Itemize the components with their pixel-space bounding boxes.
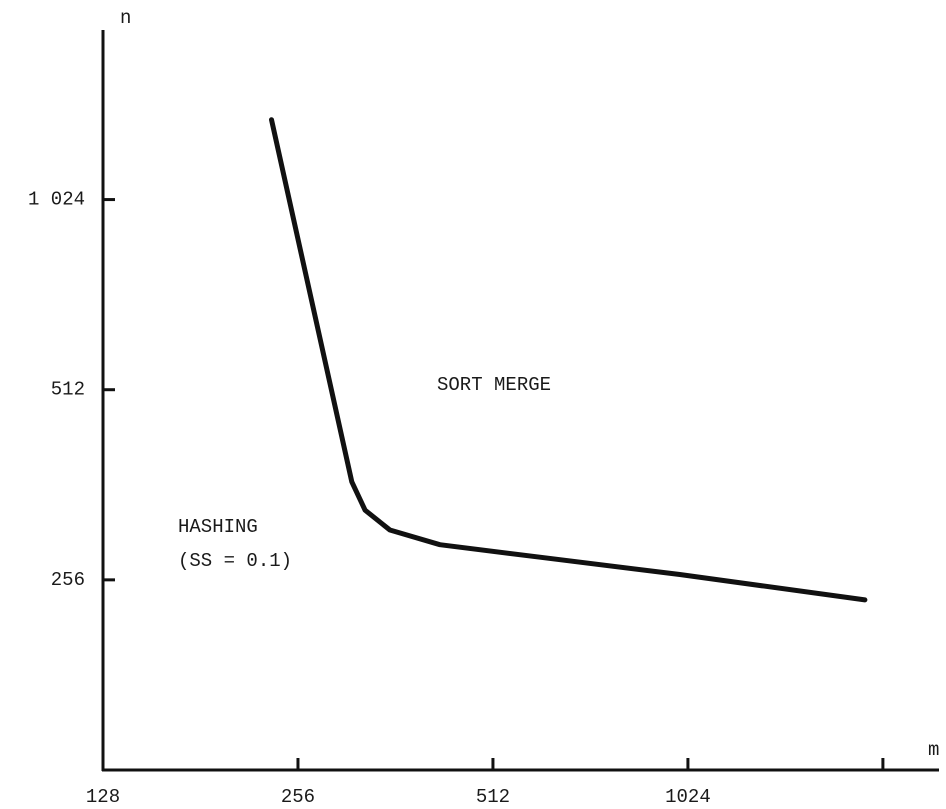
x-tick-label: 128 — [86, 786, 120, 808]
y-axis-label: n — [120, 7, 131, 29]
x-tick-label: 512 — [476, 786, 510, 808]
data-line — [269, 117, 868, 603]
y-tick-label: 1 024 — [28, 189, 85, 211]
y-tick-label: 512 — [51, 379, 85, 401]
y-tick-label: 256 — [51, 569, 85, 591]
annotation: (SS = 0.1) — [178, 550, 292, 572]
annotation: SORT MERGE — [437, 374, 551, 396]
x-tick-label: 1024 — [665, 786, 711, 808]
annotation: HASHING — [178, 516, 258, 538]
x-tick-label: 256 — [281, 786, 315, 808]
x-axis-label: m — [928, 739, 939, 761]
